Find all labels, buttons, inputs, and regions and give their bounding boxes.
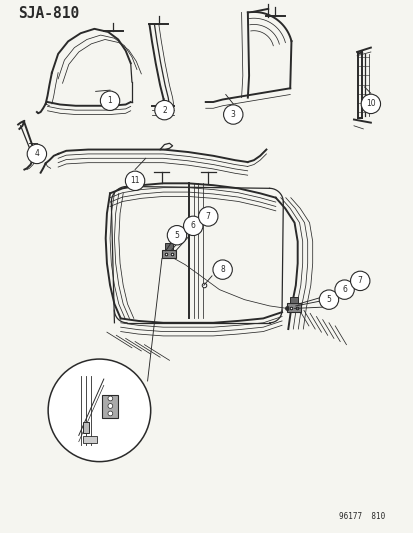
Circle shape bbox=[48, 359, 150, 462]
Circle shape bbox=[198, 207, 217, 226]
Circle shape bbox=[108, 403, 112, 408]
Text: 4: 4 bbox=[34, 149, 39, 158]
Circle shape bbox=[125, 171, 145, 190]
Bar bbox=[83, 436, 97, 443]
Circle shape bbox=[183, 216, 202, 236]
Bar bbox=[102, 395, 117, 418]
Text: 7: 7 bbox=[357, 277, 362, 285]
Circle shape bbox=[350, 271, 369, 290]
Text: 11: 11 bbox=[130, 176, 140, 185]
Text: SJA-810: SJA-810 bbox=[18, 6, 79, 21]
Circle shape bbox=[223, 105, 242, 124]
Text: 5: 5 bbox=[326, 295, 330, 304]
Text: 1: 1 bbox=[107, 96, 112, 105]
Bar bbox=[286, 303, 300, 312]
Text: 5: 5 bbox=[174, 231, 179, 240]
Text: 2: 2 bbox=[162, 106, 166, 115]
Circle shape bbox=[318, 290, 338, 309]
Circle shape bbox=[108, 396, 112, 401]
Bar bbox=[161, 249, 175, 259]
Text: 10: 10 bbox=[365, 99, 375, 108]
Circle shape bbox=[100, 91, 119, 110]
Text: 9: 9 bbox=[107, 431, 112, 440]
Circle shape bbox=[100, 426, 119, 445]
Circle shape bbox=[212, 260, 232, 279]
Text: 6: 6 bbox=[190, 221, 195, 230]
Circle shape bbox=[360, 94, 380, 114]
Bar bbox=[290, 297, 297, 303]
Text: 7: 7 bbox=[205, 212, 210, 221]
Bar bbox=[83, 422, 89, 433]
Text: 8: 8 bbox=[220, 265, 225, 274]
Text: 3: 3 bbox=[230, 110, 235, 119]
Text: 6: 6 bbox=[341, 285, 346, 294]
Circle shape bbox=[154, 100, 174, 120]
Bar bbox=[165, 244, 172, 249]
Circle shape bbox=[167, 225, 186, 245]
Circle shape bbox=[27, 144, 47, 164]
Circle shape bbox=[334, 280, 354, 300]
Text: 96177  810: 96177 810 bbox=[338, 512, 385, 521]
Circle shape bbox=[108, 411, 112, 416]
